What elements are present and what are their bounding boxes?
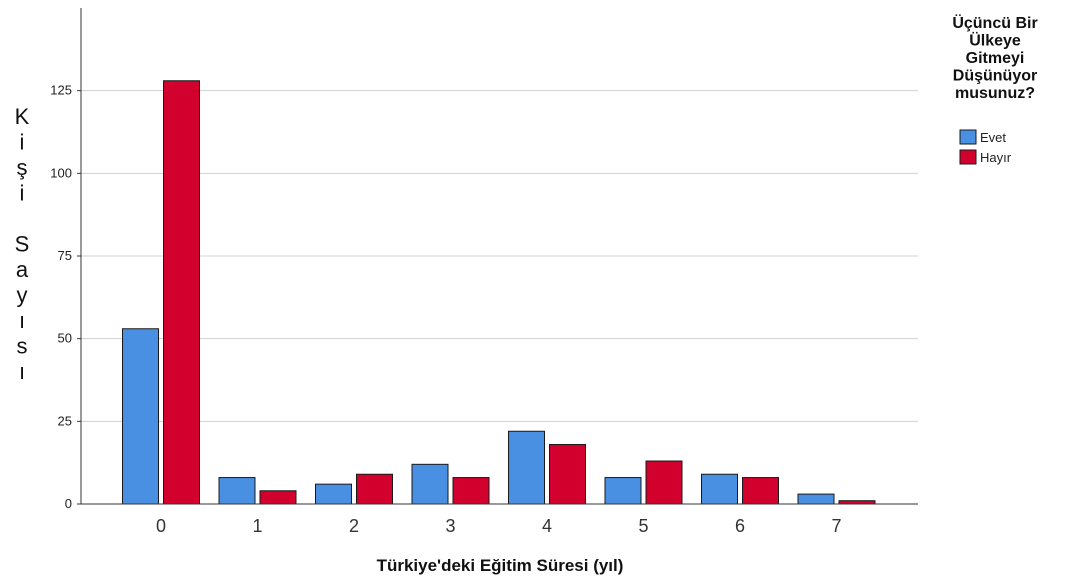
bars — [122, 80, 876, 505]
bar-evet-1 — [218, 477, 256, 505]
legend-swatch-evet — [959, 129, 977, 145]
legend-title-line: Gitmeyi — [966, 50, 1025, 67]
y-tick-label: 100 — [50, 165, 72, 180]
gridlines — [81, 90, 918, 422]
x-tick-label: 1 — [252, 516, 262, 536]
x-tick-labels: 0 1 2 3 4 5 6 7 — [156, 516, 842, 536]
bar-evet-4 — [508, 430, 545, 505]
y-axis-label-char: ş — [17, 155, 28, 180]
bar-evet-3 — [411, 463, 449, 505]
bar-evet-6 — [701, 473, 738, 505]
bar-hayır-3 — [452, 477, 490, 505]
legend-title-line: Ülkeye — [969, 31, 1021, 50]
x-tick-label: 4 — [542, 516, 552, 536]
bar-evet-7 — [797, 493, 835, 505]
x-tick-label: 0 — [156, 516, 166, 536]
legend-label-evet: Evet — [980, 130, 1006, 145]
y-axis-label-char: a — [16, 257, 29, 282]
legend: Üçüncü BirÜlkeyeGitmeyiDüşünüyormusunuz?… — [952, 13, 1037, 165]
y-tick-label: 125 — [50, 83, 72, 98]
y-axis-label-char: ı — [19, 359, 25, 384]
bar-hayır-4 — [549, 443, 586, 505]
bar-evet-2 — [315, 483, 352, 505]
bar-hayır-1 — [259, 490, 297, 505]
x-tick-label: 6 — [735, 516, 745, 536]
bar-hayır-0 — [163, 80, 200, 505]
bar-hayır-2 — [356, 473, 393, 505]
y-axis-label-char: K — [15, 104, 30, 129]
y-tick-label: 50 — [58, 331, 72, 346]
legend-label-hayır: Hayır — [980, 150, 1012, 165]
legend-title-line: Üçüncü Bir — [952, 13, 1037, 32]
x-tick-label: 7 — [831, 516, 841, 536]
y-axis-label-char: S — [15, 232, 30, 257]
bar-hayır-5 — [645, 460, 683, 505]
bar-hayır-6 — [742, 477, 779, 505]
y-axis-label-char: i — [20, 181, 25, 206]
legend-swatch-hayır — [959, 149, 977, 165]
y-axis-label-char: s — [17, 334, 28, 359]
y-axis-label-char: y — [17, 283, 28, 308]
bar-evet-5 — [604, 477, 642, 505]
x-axis-label: Türkiye'deki Eğitim Süresi (yıl) — [377, 556, 624, 575]
y-tick-label: 0 — [65, 496, 72, 511]
legend-title-line: musunuz? — [955, 85, 1035, 102]
x-tick-label: 3 — [445, 516, 455, 536]
y-tick-label: 75 — [58, 248, 72, 263]
y-tick-labels: 0 25 50 75 100 125 — [50, 83, 81, 511]
x-tick-label: 2 — [349, 516, 359, 536]
x-tick-label: 5 — [638, 516, 648, 536]
y-tick-label: 25 — [58, 413, 72, 428]
legend-title-line: Düşünüyor — [953, 68, 1037, 85]
y-axis-label-char: i — [20, 130, 25, 155]
y-axis-label-char: ı — [19, 308, 25, 333]
bar-evet-0 — [122, 328, 159, 505]
